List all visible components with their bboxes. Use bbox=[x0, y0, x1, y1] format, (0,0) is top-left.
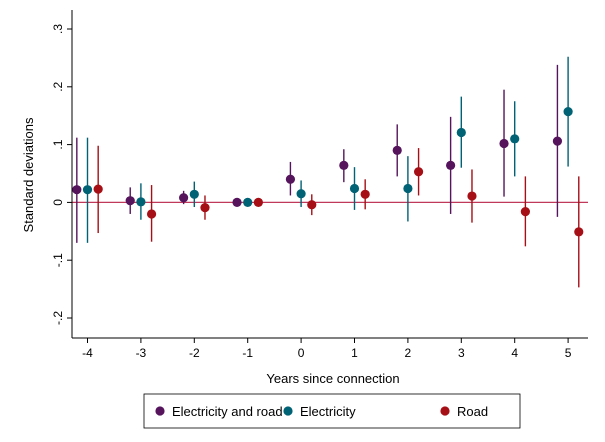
data-point bbox=[82, 185, 93, 195]
y-tick-label: .3 bbox=[51, 24, 65, 34]
legend-box bbox=[143, 393, 521, 429]
data-point bbox=[253, 197, 263, 207]
series-0 bbox=[72, 64, 563, 243]
series-2 bbox=[93, 145, 584, 288]
data-point bbox=[349, 183, 360, 194]
x-tick-label: -2 bbox=[189, 346, 200, 360]
data-point bbox=[179, 193, 189, 203]
data-point bbox=[136, 197, 146, 207]
data-point bbox=[296, 189, 306, 199]
data-point bbox=[200, 203, 210, 213]
data-point bbox=[499, 138, 509, 149]
data-point bbox=[339, 160, 349, 171]
data-point bbox=[574, 227, 584, 237]
y-axis-ticks: -.2 -.1 0 .1 .2 .3 bbox=[51, 24, 72, 325]
y-tick-label: 0 bbox=[51, 199, 65, 206]
y-tick-label: .2 bbox=[51, 81, 65, 91]
data-point bbox=[232, 197, 242, 207]
legend-label: Road bbox=[457, 404, 488, 419]
x-tick-label: 2 bbox=[405, 346, 412, 360]
data-point bbox=[563, 107, 573, 117]
x-axis-title: Years since connection bbox=[266, 371, 399, 386]
data-point bbox=[456, 127, 466, 138]
data-point bbox=[403, 183, 413, 194]
x-tick-label: -1 bbox=[242, 346, 253, 360]
legend-marker bbox=[440, 406, 450, 416]
data-point bbox=[189, 189, 199, 199]
data-point bbox=[467, 191, 477, 201]
series-marks bbox=[72, 56, 584, 288]
data-point bbox=[125, 196, 135, 206]
data-point bbox=[413, 167, 424, 177]
y-tick-label: -.1 bbox=[51, 253, 65, 267]
x-axis-ticks: -4 -3 -2 -1 0 1 2 3 4 5 bbox=[82, 338, 572, 360]
series-1 bbox=[82, 56, 573, 243]
data-point bbox=[243, 197, 253, 207]
data-point bbox=[360, 189, 370, 199]
x-tick-label: -3 bbox=[136, 346, 147, 360]
legend-marker bbox=[283, 406, 293, 416]
y-axis-title: Standard deviations bbox=[21, 117, 36, 232]
x-tick-label: 0 bbox=[298, 346, 305, 360]
data-point bbox=[520, 207, 530, 217]
legend-label: Electricity bbox=[300, 404, 356, 419]
legend-items: Electricity and road Electricity Road bbox=[155, 404, 488, 419]
y-tick-label: .1 bbox=[51, 139, 65, 149]
y-tick-label: -.2 bbox=[51, 311, 65, 325]
data-point bbox=[285, 174, 296, 184]
data-point bbox=[72, 185, 82, 195]
legend: Electricity and road Electricity Road bbox=[143, 393, 521, 429]
x-tick-label: 3 bbox=[458, 346, 465, 360]
data-point bbox=[392, 145, 402, 155]
data-point bbox=[446, 160, 456, 171]
x-tick-label: 4 bbox=[511, 346, 518, 360]
legend-marker bbox=[155, 406, 165, 416]
data-point bbox=[307, 200, 317, 210]
legend-label: Electricity and road bbox=[172, 404, 283, 419]
x-tick-label: 5 bbox=[565, 346, 572, 360]
x-tick-label: 1 bbox=[351, 346, 358, 360]
x-tick-label: -4 bbox=[82, 346, 93, 360]
data-point bbox=[93, 184, 103, 194]
data-point bbox=[552, 136, 563, 146]
axes: -.2 -.1 0 .1 .2 .3 -4 -3 -2 -1 0 1 2 3 4 5 bbox=[51, 10, 588, 360]
data-point bbox=[510, 134, 520, 144]
plot-area bbox=[72, 56, 588, 288]
data-point bbox=[146, 209, 157, 219]
